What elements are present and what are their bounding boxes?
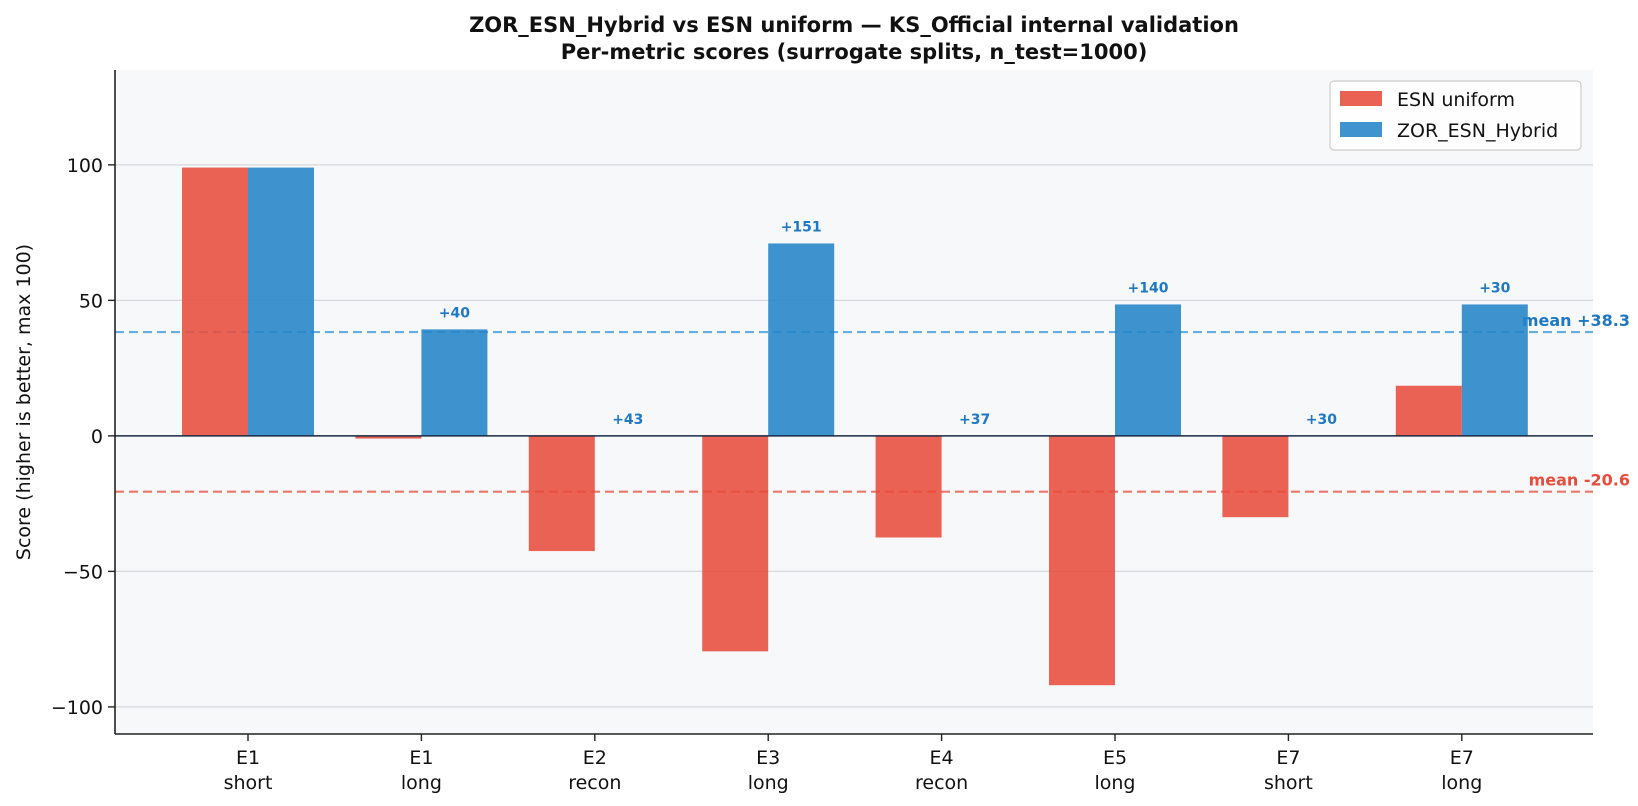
x-tick-label-line1: E2 [583,747,607,769]
bar-esn-uniform [182,167,248,436]
y-tick-label: 100 [67,155,103,177]
x-tick-label-line2: short [224,772,273,794]
bar-esn-uniform [1049,435,1115,686]
x-tick-label-line2: short [1264,772,1313,794]
x-tick-label-line1: E1 [236,747,260,769]
x-tick-label-line2: long [1094,772,1135,794]
chart-subtitle: Per-metric scores (surrogate splits, n_t… [561,40,1148,64]
legend: ESN uniform ZOR_ESN_Hybrid [1329,80,1582,151]
legend-box [1329,80,1582,151]
mean-lines: mean +38.3 mean -20.6 [115,311,1630,493]
x-tick-label-line2: recon [915,772,968,794]
bar-esn-uniform [355,435,422,439]
y-tick-label: −50 [63,561,103,583]
x-tick-label-line1: E7 [1450,747,1474,769]
bar-zor-esn-hybrid [1115,304,1181,436]
y-tick-label: 0 [91,426,103,448]
delta-label: +43 [612,412,643,428]
y-axis-label: Score (higher is better, max 100) [13,244,35,560]
delta-label: +30 [1479,280,1510,296]
bar-esn-uniform [1222,435,1289,518]
x-tick-label-line1: E5 [1103,747,1127,769]
bars [115,167,1593,686]
bar-esn-uniform [875,435,942,538]
delta-label: +140 [1128,280,1169,296]
mean-line-label: mean -20.6 [1529,471,1630,490]
delta-labels: +40 +43 +151 +37 +140 +30 +30 [439,219,1511,427]
legend-swatch-esn-uniform [1340,91,1382,106]
x-tick-label-line1: E4 [930,747,954,769]
delta-label: +151 [781,219,822,235]
bar-esn-uniform [702,435,769,652]
plot-area [115,70,1593,734]
legend-label-zor-esn-hybrid: ZOR_ESN_Hybrid [1397,120,1558,142]
y-tick-label: 50 [79,290,103,312]
x-tick-label-line1: E7 [1276,747,1300,769]
x-tick-label-line2: long [401,772,442,794]
chart-title: ZOR_ESN_Hybrid vs ESN uniform — KS_Offic… [469,13,1239,37]
bar-zor-esn-hybrid [421,329,488,436]
x-tick-label-line2: long [1441,772,1482,794]
mean-line-label: mean +38.3 [1522,311,1630,330]
legend-label-esn-uniform: ESN uniform [1397,89,1515,111]
bar-zor-esn-hybrid [1461,304,1528,436]
x-tick-label-line1: E1 [409,747,433,769]
bar-zor-esn-hybrid [248,167,314,436]
gridlines [115,164,1593,708]
x-tick-label-line2: long [748,772,789,794]
x-tick-label-line1: E3 [756,747,780,769]
bar-zor-esn-hybrid [768,243,835,436]
x-tick-label-line2: recon [568,772,621,794]
legend-swatch-zor-esn-hybrid [1340,122,1382,137]
axes [114,70,1593,735]
y-ticks: −100 −50 0 50 100 [51,155,115,719]
delta-label: +40 [439,305,470,321]
bar-esn-uniform [1395,385,1462,436]
delta-label: +30 [1306,412,1337,428]
bar-esn-uniform [528,435,595,552]
delta-label: +37 [959,412,990,428]
x-ticks: E1 short E1 long E2 recon E3 long E4 recon E5 long E… [224,734,1482,794]
y-tick-label: −100 [51,697,103,719]
